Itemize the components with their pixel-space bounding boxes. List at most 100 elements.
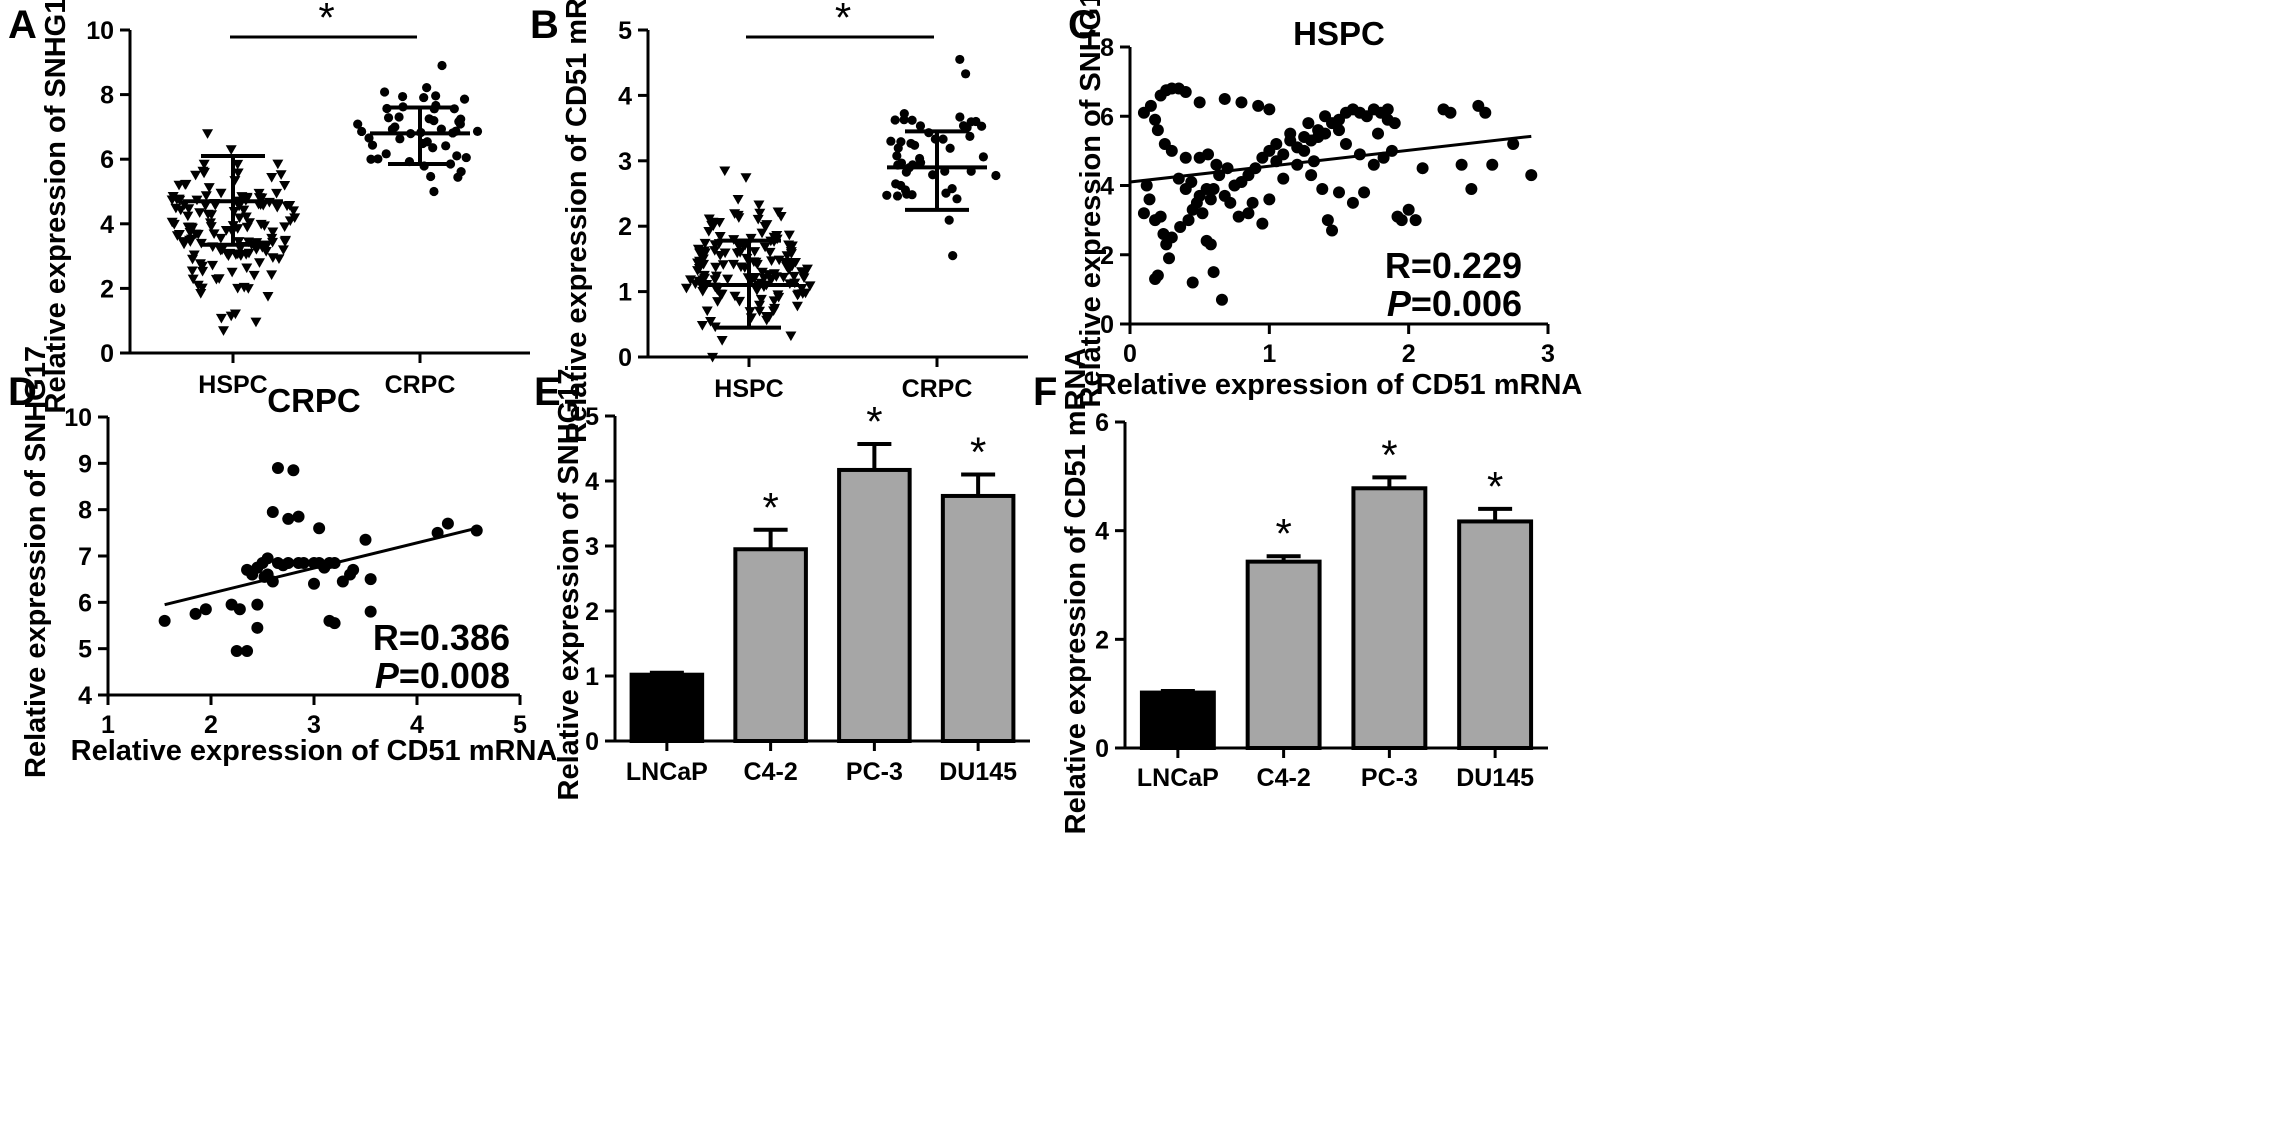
data-point-C [1186,276,1199,289]
y-axis-title-C: Relative expression of SNHG17 [1075,0,1107,407]
panel-B: 0 1 2 3 4 5 HSPC CRPC * [618,0,1028,403]
data-point-B-HSPC [710,262,722,273]
data-point-A-HSPC [279,222,291,233]
data-point-B-HSPC [785,331,797,342]
data-point-A-CRPC [381,149,391,159]
data-point-C [1242,207,1255,220]
data-point-C [1284,127,1297,140]
data-point-A-HSPC [266,173,278,183]
data-point-A-HSPC [192,280,204,291]
data-point-B-HSPC [792,290,804,301]
data-point-A-HSPC [215,233,227,244]
data-point-A-HSPC [173,230,185,240]
data-point-B-HSPC [729,291,741,302]
data-point-B-CRPC [886,136,896,146]
y-axis-title-E: Relative expression of SNHG17 [553,369,585,801]
data-point-C [1204,193,1217,206]
data-point-A-HSPC [197,266,209,277]
y-tick-label-E: 3 [585,533,599,561]
panel-label-E: E [534,370,561,414]
y-tick-label-A: 6 [100,146,114,174]
data-point-A-HSPC [280,235,292,246]
y-tick-label-D: 5 [78,636,92,664]
data-point-A-HSPC [206,210,218,220]
y-tick-label-C: 6 [1100,103,1114,131]
significance-star-E-DU145: * [970,429,986,476]
data-point-B-HSPC [709,275,721,285]
data-point-A-CRPC [437,60,447,71]
data-point-C [1224,196,1237,209]
data-point-C [1339,137,1352,150]
data-point-C [1185,176,1198,189]
data-point-C [1455,158,1468,171]
data-point-A-HSPC [209,200,221,211]
data-point-C [1193,96,1206,109]
y-tick-label-C: 8 [1100,34,1114,62]
data-point-B-HSPC [788,271,800,282]
data-point-D [323,614,336,627]
x-tick-label-B: CRPC [902,375,973,403]
data-point-A-CRPC [459,94,470,104]
data-point-A-HSPC [267,227,279,238]
p-label-C: P [1387,283,1412,324]
data-point-D [441,517,454,530]
y-tick-label-B: 2 [618,213,632,241]
data-point-A-HSPC [168,219,180,230]
r-value-C: R=0.229 [1385,245,1522,286]
y-tick-label-D: 7 [78,543,92,571]
bar-E-DU145 [940,493,1016,744]
panel-A: 0 2 4 6 8 10 HSPC CRPC * [86,0,530,399]
data-point-A-CRPC [379,87,390,97]
data-point-A-HSPC [267,253,279,263]
data-point-B-CRPC [915,121,926,131]
data-point-C [1204,238,1217,251]
data-point-A-HSPC [260,247,272,257]
panel-label-F: F [1033,370,1057,414]
data-point-C [1218,92,1231,105]
data-point-A-HSPC [241,263,253,274]
data-point-C [1358,186,1371,199]
bar-E-PC-3 [837,467,912,743]
x-tick-label-A: HSPC [198,371,267,399]
y-tick-label-A: 8 [100,82,114,110]
data-point-B-CRPC [928,170,938,180]
data-point-A-CRPC [455,119,465,129]
y-tick-label-A: 0 [100,340,114,368]
data-point-A-CRPC [452,151,462,161]
y-tick-label-D: 9 [78,450,92,478]
data-point-A-CRPC [422,137,432,147]
data-point-A-CRPC [422,83,432,93]
data-point-B-CRPC [955,112,965,122]
x-tick-label-D: 2 [204,711,218,739]
y-tick-label-D: 4 [78,682,92,710]
data-point-C [1302,117,1315,130]
data-point-C [1367,158,1380,171]
data-point-A-HSPC [207,260,219,271]
y-tick-label-B: 1 [618,279,632,307]
data-point-B-HSPC [728,259,740,270]
data-point-B-HSPC [749,247,761,257]
data-point-A-HSPC [175,205,187,216]
x-tick-label-C: 2 [1402,340,1416,368]
data-point-A-CRPC [428,143,438,153]
data-point-B-HSPC [707,352,719,363]
data-point-C [1381,113,1394,126]
y-tick-label-E: 0 [585,728,599,756]
p-value-D: P=0.008 [375,655,510,696]
x-tick-label-C: 1 [1262,340,1276,368]
data-point-D [251,598,264,611]
data-point-A-CRPC [364,133,374,143]
data-point-C [1235,96,1248,109]
data-point-B-HSPC [804,281,816,291]
data-point-C [1486,158,1499,171]
plot-title-C: HSPC [1293,15,1385,52]
data-point-A-CRPC [449,104,459,114]
data-point-B-HSPC [801,264,813,275]
data-point-B-CRPC [906,138,916,149]
data-point-B-HSPC [703,227,715,237]
data-point-A-CRPC [353,119,363,129]
y-tick-label-B: 0 [618,344,632,372]
data-point-B-HSPC [791,301,803,312]
data-point-C [1333,124,1345,137]
x-tick-label-E-LNCaP: LNCaP [626,758,708,786]
